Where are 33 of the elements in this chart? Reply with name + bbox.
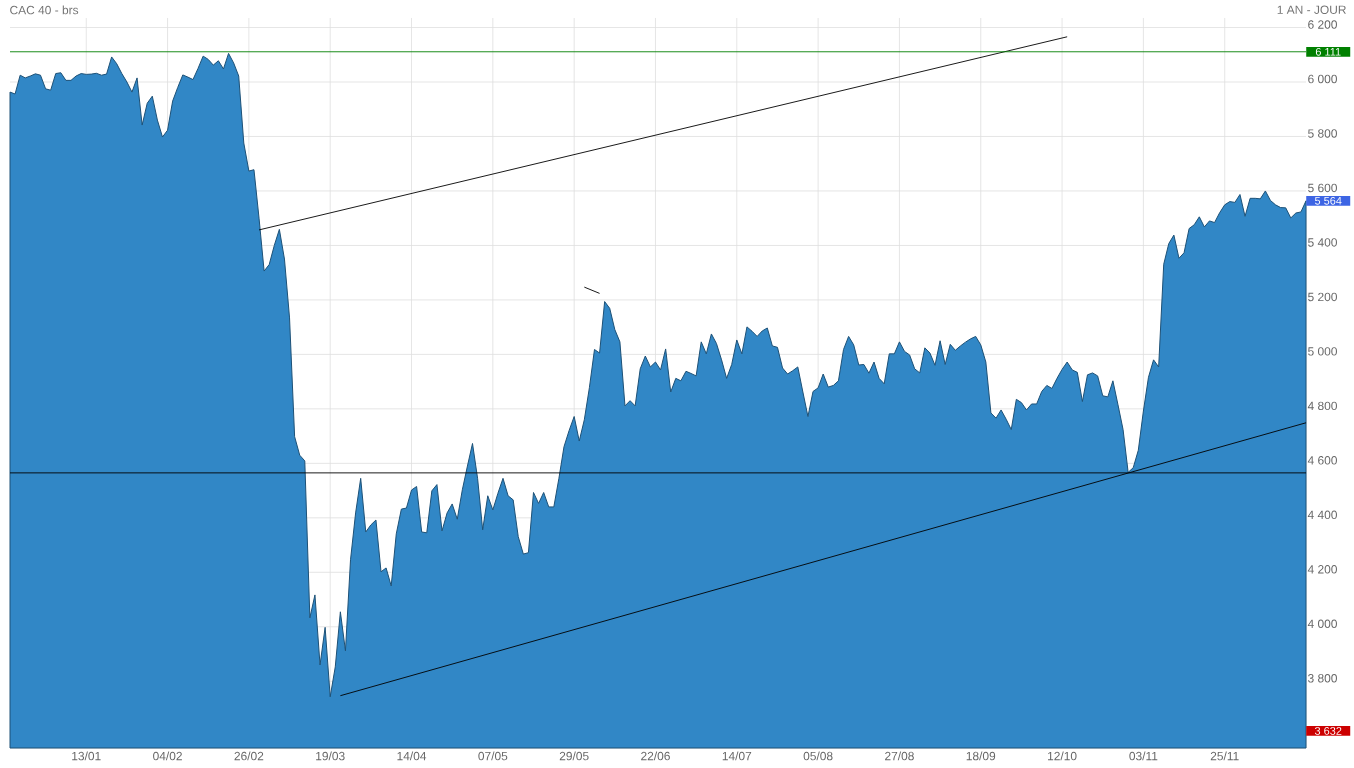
text: 3 632	[1314, 727, 1342, 735]
x-tick-label: 14/07	[722, 751, 752, 761]
chart-subtitle: 1 AN - JOUR	[1277, 5, 1346, 14]
x-tick-label: 25/11	[1210, 751, 1239, 761]
y-tick-label: 4 400	[1307, 510, 1337, 520]
x-tick-label: 18/09	[966, 751, 996, 761]
y-tick-label: 3 800	[1308, 674, 1337, 683]
x-tick-label: 27/08	[885, 751, 914, 761]
y-tick-label: 4 000	[1307, 619, 1337, 629]
y-tick-label: 6 200	[1308, 20, 1337, 29]
x-tick-label: 22/06	[641, 751, 670, 761]
y-tick-label: 5 800	[1308, 129, 1337, 138]
y-tick-label: 5 600	[1308, 183, 1337, 193]
x-tick-label: 05/08	[803, 751, 833, 761]
x-tick-label: 07/05	[478, 751, 508, 761]
y-tick-label: 4 200	[1307, 565, 1337, 574]
x-tick-label: 19/03	[316, 751, 345, 761]
x-tick-label: 12/10	[1048, 751, 1077, 761]
y-tick-label: 4 600	[1307, 456, 1337, 465]
y-tick-label: 4 800	[1307, 401, 1337, 411]
y-tick-label: 5 400	[1308, 238, 1337, 247]
ref-line-label: 6 111	[1315, 47, 1341, 56]
text: 5 564	[1314, 196, 1342, 205]
x-tick-label: 14/04	[397, 751, 427, 761]
x-tick-label: 04/02	[153, 751, 182, 761]
x-tick-label: 26/02	[234, 751, 264, 761]
chart-title: CAC 40 - brs	[10, 5, 79, 15]
x-tick-label: 13/01	[72, 751, 101, 761]
y-tick-label: 5 200	[1308, 292, 1337, 302]
y-tick-label: 6 000	[1308, 74, 1337, 84]
x-tick-label: 29/05	[559, 751, 589, 761]
x-tick-label: 03/11	[1129, 751, 1158, 761]
y-tick-label: 5 000	[1308, 347, 1337, 356]
